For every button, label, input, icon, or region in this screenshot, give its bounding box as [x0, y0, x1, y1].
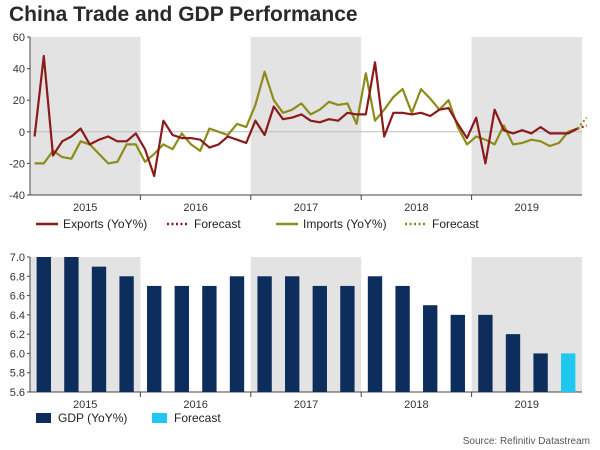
x-tick-label: 2017 — [294, 202, 318, 214]
imports-line — [34, 70, 578, 165]
y-tick-label: 6.0 — [10, 348, 25, 360]
y-tick-label: 0 — [19, 127, 25, 139]
legend-label: GDP (YoY%) — [58, 411, 127, 425]
gdp-bar — [285, 276, 300, 392]
x-tick-label: 2018 — [404, 399, 428, 411]
y-tick-label: 60 — [13, 32, 25, 44]
y-tick-label: 6.4 — [10, 310, 25, 322]
legend-label: Imports (YoY%) — [303, 217, 387, 231]
gdp-bar — [147, 285, 162, 392]
y-tick-label: 20 — [13, 95, 25, 107]
y-tick-label: -20 — [9, 158, 25, 170]
page-title: China Trade and GDP Performance — [9, 3, 358, 26]
x-tick-label: 2016 — [183, 202, 207, 214]
x-tick-label: 2017 — [294, 399, 318, 411]
legend-label: Forecast — [174, 411, 221, 425]
source-note: Source: Refinitiv Datastream — [463, 436, 590, 447]
year-band-2019 — [471, 37, 582, 195]
x-tick-label: 2016 — [183, 399, 207, 411]
gdp-bar — [229, 276, 245, 392]
gdp-bar — [395, 285, 410, 392]
gdp-bar — [533, 353, 548, 392]
gdp-bar — [423, 305, 438, 392]
exports-line — [33, 54, 578, 178]
legend-swatch — [152, 413, 167, 423]
trade-legend: Exports (YoY%) Forecast Imports (YoY%) Fore… — [36, 217, 479, 231]
x-tick-label: 2015 — [73, 202, 97, 214]
x-tick-label: 2019 — [515, 202, 539, 214]
y-tick-label: 5.8 — [10, 368, 25, 380]
legend-label: Forecast — [194, 217, 241, 231]
gdp-bar — [91, 266, 107, 392]
y-tick-label: 6.8 — [10, 271, 25, 283]
gdp-bar — [505, 334, 521, 392]
gdp-bar — [36, 257, 51, 392]
y-tick-label: 6.6 — [10, 291, 25, 303]
trade-line-chart: -40 -20 0 20 40 60 2015 2016 2017 2018 2019 — [9, 32, 588, 214]
gdp-bar — [367, 276, 383, 392]
gdp-bar — [340, 285, 355, 392]
gdp-bar — [257, 276, 272, 392]
gdp-forecast-bar — [561, 353, 576, 392]
x-tick-label: 2015 — [73, 399, 97, 411]
y-tick-label: 7.0 — [10, 252, 25, 264]
year-band-2015 — [30, 37, 141, 195]
gdp-bar-chart: 5.6 5.8 6.0 6.2 6.4 6.6 6.8 7.0 2015 2016 2017 2018… — [10, 252, 582, 411]
x-tick-label: 2018 — [404, 202, 428, 214]
gdp-bar — [478, 314, 493, 392]
gdp-bar — [202, 285, 217, 392]
gdp-bar — [450, 314, 465, 392]
legend-label: Forecast — [432, 217, 479, 231]
gdp-bar — [174, 285, 189, 392]
legend-label: Exports (YoY%) — [63, 217, 147, 231]
y-tick-label: -40 — [9, 190, 25, 202]
gdp-legend: GDP (YoY%) Forecast — [36, 411, 221, 425]
gdp-bar — [119, 276, 134, 392]
y-tick-label: 5.6 — [10, 387, 25, 399]
gdp-bar — [312, 285, 327, 392]
legend-swatch — [36, 413, 51, 423]
y-tick-label: 40 — [13, 64, 25, 76]
gdp-bar — [64, 257, 79, 392]
y-tick-label: 6.2 — [10, 329, 25, 341]
x-tick-label: 2019 — [515, 399, 539, 411]
